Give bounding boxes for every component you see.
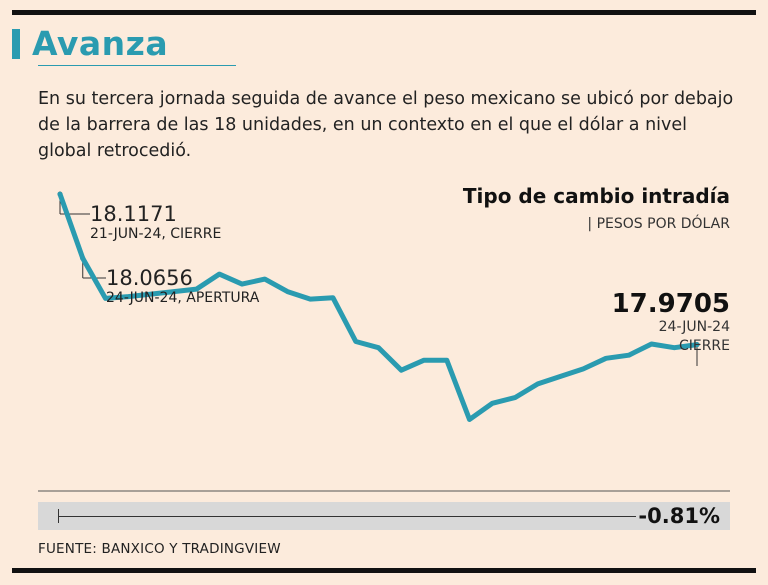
data-point: [263, 277, 267, 281]
data-point: [468, 417, 471, 421]
data-point: [581, 367, 585, 371]
data-point: [331, 296, 335, 300]
data-point: [354, 339, 358, 343]
chart-unit-text: | PESOS POR DÓLAR: [587, 216, 730, 232]
data-point: [126, 295, 130, 299]
data-point: [286, 290, 289, 294]
data-point: [604, 356, 608, 360]
annotation-open-label: 24-JUN-24, APERTURA: [106, 290, 260, 306]
annotation-close-label-2: CIERRE: [678, 338, 730, 354]
annotation-close-label-1: 24-JUN-24: [658, 319, 730, 335]
intro-text: En su tercera jornada seguida de avance …: [38, 89, 734, 161]
top-rule: [12, 10, 756, 15]
data-point: [650, 342, 653, 346]
data-point: [308, 297, 312, 301]
data-point: [422, 358, 426, 362]
annotation-close: 17.9705 24-JUN-24 CIERRE: [612, 290, 730, 356]
chart-unit: | PESOS POR DÓLAR: [587, 216, 730, 232]
change-value: -0.81%: [638, 504, 720, 528]
source-text: FUENTE: BANXICO Y TRADINGVIEW: [38, 541, 281, 557]
data-point: [445, 358, 449, 362]
bottom-rule: [12, 568, 756, 573]
data-point: [536, 382, 540, 386]
data-point: [559, 374, 562, 378]
data-point: [695, 343, 699, 347]
data-point: [377, 346, 380, 350]
page-title: Avanza: [32, 24, 169, 63]
annotation-start-label: 21-JUN-24, CIERRE: [90, 226, 222, 242]
data-point: [240, 282, 244, 286]
chart-title: Tipo de cambio intradía: [462, 184, 730, 208]
annotation-open-value: 18.0656: [106, 266, 193, 290]
data-point: [513, 396, 517, 400]
title-accent-bar: [12, 28, 20, 59]
data-point: [490, 401, 494, 405]
data-point: [81, 256, 85, 260]
data-point: [672, 346, 676, 350]
change-bar: -0.81%: [38, 502, 730, 530]
annotation-start-value: 18.1171: [90, 202, 177, 226]
data-point: [172, 290, 176, 294]
data-point: [195, 287, 198, 291]
annotation-open: 18.0656 24-JUN-24, APERTURA: [106, 267, 259, 307]
data-point: [149, 292, 153, 296]
data-point: [217, 272, 221, 276]
title-underline: [38, 65, 236, 66]
data-point: [627, 353, 631, 357]
annotation-start: 18.1171 21-JUN-24, CIERRE: [90, 203, 221, 243]
change-line: [58, 516, 636, 517]
series-points: [58, 192, 699, 421]
data-point: [58, 192, 62, 196]
data-point: [399, 368, 403, 372]
annotation-close-value: 17.9705: [611, 289, 730, 319]
title-row: Avanza: [12, 24, 168, 63]
data-point: [104, 296, 107, 300]
